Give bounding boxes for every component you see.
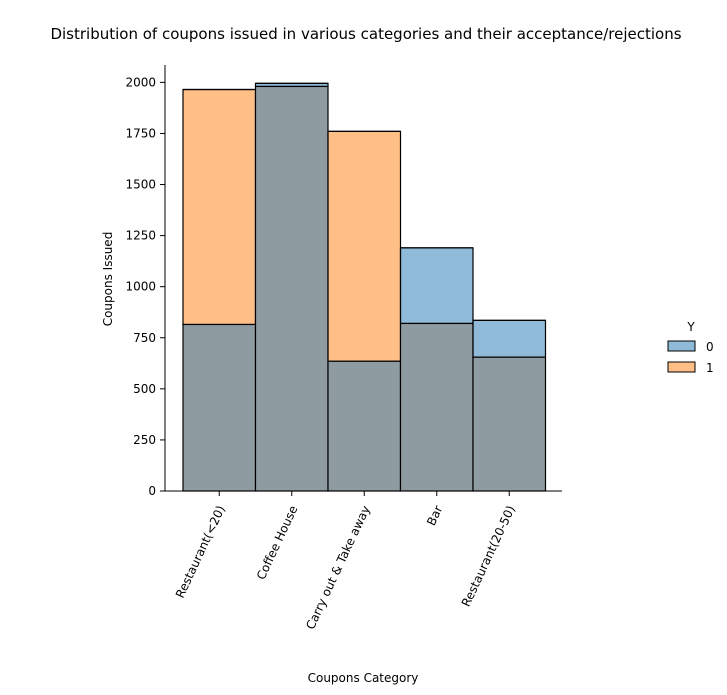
x-tick-label-3: Bar bbox=[424, 503, 445, 528]
legend-label-0: 0 bbox=[706, 340, 714, 354]
bars-layer bbox=[182, 82, 547, 492]
y-tick-label-0: 0 bbox=[148, 484, 156, 498]
x-tick-label-4: Restaurant(20-50) bbox=[459, 503, 518, 609]
bar-y1-0 bbox=[182, 88, 257, 326]
x-axis-label: Coupons Category bbox=[308, 671, 419, 685]
y-tick-label-3: 750 bbox=[133, 331, 156, 345]
legend-title: Y bbox=[686, 320, 695, 334]
legend-swatch-0 bbox=[667, 340, 696, 352]
x-tick-label-1: Coffee House bbox=[254, 503, 301, 582]
y-tick-label-8: 2000 bbox=[125, 75, 156, 89]
x-tick-label-2: Carry out & Take away bbox=[303, 503, 373, 631]
bar-overlap-2 bbox=[327, 360, 402, 492]
bar-y0-4 bbox=[472, 319, 547, 358]
x-tick-label-0: Restaurant(<20) bbox=[173, 503, 228, 600]
chart-title: Distribution of coupons issued in variou… bbox=[50, 25, 681, 43]
y-tick-label-1: 250 bbox=[133, 433, 156, 447]
y-tick-label-4: 1000 bbox=[125, 280, 156, 294]
y-tick-label-7: 1750 bbox=[125, 126, 156, 140]
bar-overlap-3 bbox=[399, 322, 474, 492]
y-axis-label: Coupons Issued bbox=[101, 232, 115, 327]
bar-y0-3 bbox=[399, 247, 474, 325]
bar-overlap-1 bbox=[254, 85, 329, 492]
bar-overlap-0 bbox=[182, 323, 257, 492]
bar-y1-2 bbox=[327, 130, 402, 362]
bar-overlap-4 bbox=[472, 356, 547, 492]
legend: Y 0 1 bbox=[667, 320, 714, 375]
y-tick-label-6: 1500 bbox=[125, 178, 156, 192]
legend-swatch-1 bbox=[667, 361, 696, 373]
y-tick-label-5: 1250 bbox=[125, 229, 156, 243]
y-tick-label-2: 500 bbox=[133, 382, 156, 396]
legend-label-1: 1 bbox=[706, 361, 714, 375]
